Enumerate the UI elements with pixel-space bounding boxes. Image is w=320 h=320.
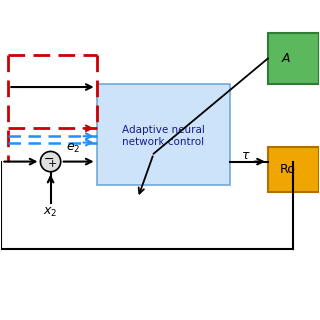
FancyBboxPatch shape [268,147,319,192]
Text: Adaptive neural
network control: Adaptive neural network control [122,125,204,147]
Text: $x_2$: $x_2$ [44,206,58,219]
FancyBboxPatch shape [268,33,319,84]
Text: −: − [44,153,54,166]
Circle shape [40,151,61,172]
Text: $e_2$: $e_2$ [66,142,80,155]
Text: A: A [281,52,290,65]
Text: Ro: Ro [280,163,296,176]
Text: +: + [48,159,57,169]
Text: $\tau$: $\tau$ [241,149,251,162]
FancyBboxPatch shape [97,84,230,185]
